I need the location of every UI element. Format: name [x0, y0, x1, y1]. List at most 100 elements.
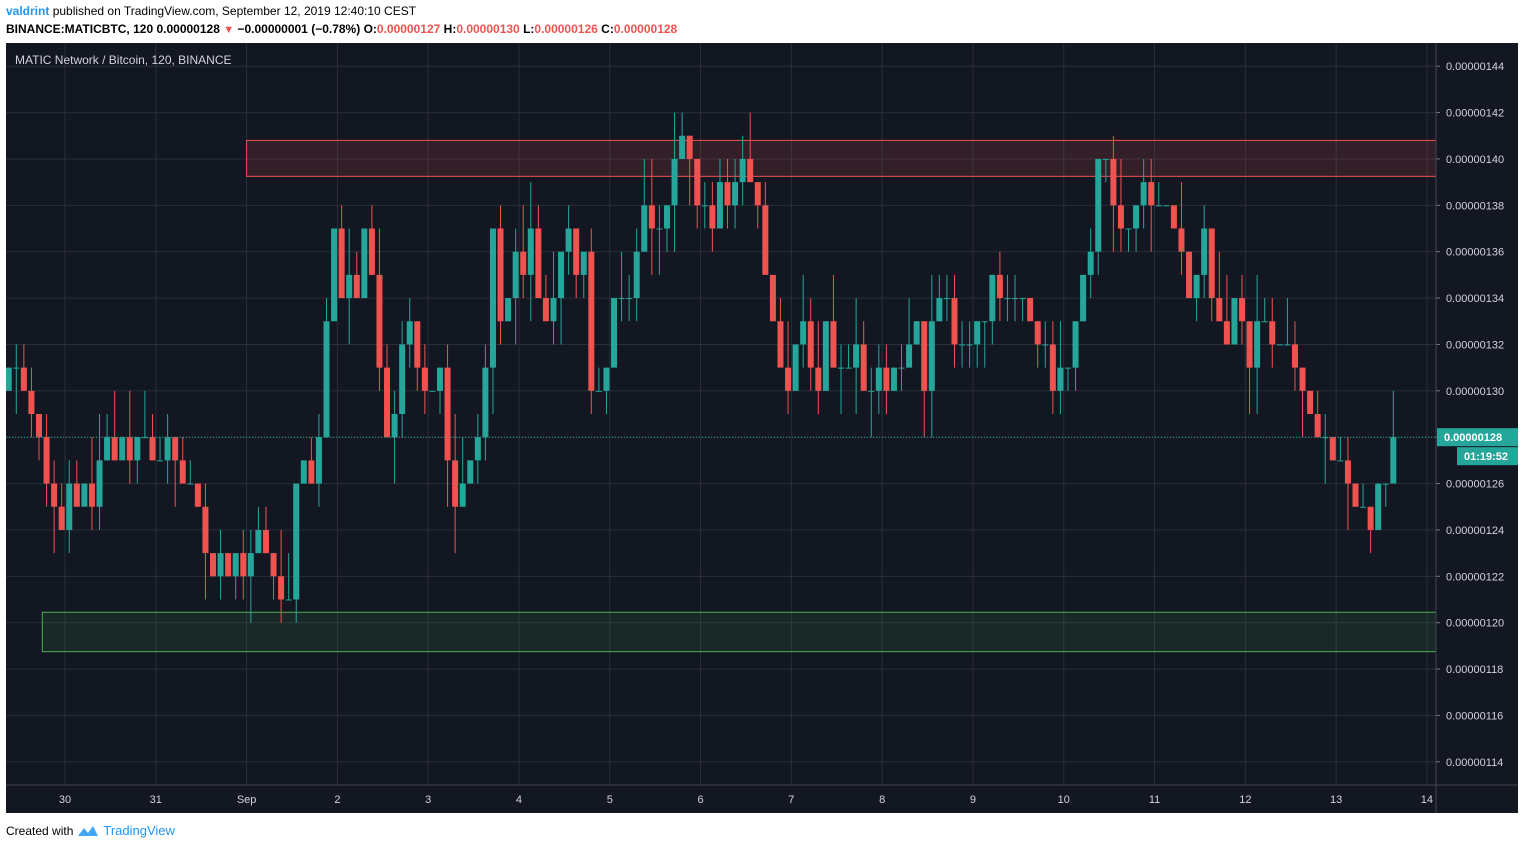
- candle-body: [875, 367, 882, 391]
- y-tick-label: 0.00000144: [1446, 61, 1504, 73]
- candle-body: [232, 553, 239, 577]
- candle-body: [890, 367, 897, 391]
- tradingview-brand[interactable]: TradingView: [103, 823, 175, 838]
- y-tick-label: 0.00000132: [1446, 339, 1504, 351]
- candle-body: [588, 251, 595, 391]
- candle-body: [187, 483, 194, 485]
- candle-body: [368, 228, 375, 275]
- candle-body: [482, 367, 489, 438]
- price-change: −0.00000001 (−0.78%): [237, 22, 361, 36]
- candle-body: [951, 298, 958, 345]
- candle-body: [452, 460, 459, 507]
- candle-body: [724, 182, 731, 206]
- candle-body: [489, 228, 496, 368]
- candle-body: [399, 344, 406, 414]
- candle-body: [527, 228, 534, 275]
- candle-body: [1299, 367, 1306, 391]
- y-tick-label: 0.00000138: [1446, 200, 1504, 212]
- candle-body: [822, 321, 829, 391]
- y-tick-label: 0.00000116: [1446, 710, 1503, 722]
- candle-body: [701, 205, 708, 207]
- candle-body: [921, 321, 928, 391]
- x-tick-label: 13: [1330, 794, 1342, 806]
- high-value: 0.00000130: [456, 22, 520, 36]
- candle-body: [860, 344, 867, 391]
- candle-body: [1307, 390, 1314, 414]
- x-tick-label: 6: [698, 794, 704, 806]
- candle-body: [1254, 321, 1261, 368]
- candle-body: [1223, 321, 1230, 345]
- open-value: 0.00000127: [376, 22, 441, 36]
- publisher-name[interactable]: valdrint: [6, 4, 50, 18]
- candle-body: [104, 437, 111, 461]
- candle-body: [444, 367, 451, 461]
- y-tick-label: 0.00000136: [1446, 247, 1504, 259]
- y-tick-label: 0.00000120: [1446, 618, 1504, 630]
- candle-body: [656, 228, 663, 230]
- candlestick-chart[interactable]: 0.00000144 0.00000142 0.00000140 0.00000138…: [6, 43, 1518, 813]
- current-price-label: 0.00000128: [1444, 432, 1502, 444]
- candle-body: [1186, 251, 1193, 299]
- chart-background: [6, 43, 1518, 813]
- x-tick-label: 8: [879, 794, 885, 806]
- candle-body: [512, 251, 519, 299]
- candle-body: [414, 321, 421, 368]
- open-label: O:: [363, 22, 377, 36]
- candle-body: [1042, 344, 1049, 346]
- candle-body: [928, 321, 935, 391]
- candle-body: [558, 251, 565, 299]
- candle-body: [346, 274, 353, 299]
- candle-body: [815, 367, 822, 391]
- candle-body: [1140, 182, 1147, 206]
- candle-body: [580, 251, 587, 275]
- candle-body: [459, 483, 466, 507]
- close-value: 0.00000128: [613, 22, 678, 36]
- candle-body: [1193, 274, 1200, 299]
- candle-body: [406, 321, 413, 345]
- candle-body: [709, 205, 716, 229]
- candle-body: [936, 298, 943, 322]
- candle-body: [762, 205, 769, 275]
- last-price: 0.00000128: [156, 22, 220, 36]
- candle-body: [641, 205, 648, 252]
- candle-body: [648, 205, 655, 229]
- candle-body: [315, 437, 322, 484]
- candle-body: [611, 298, 618, 368]
- candle-body: [149, 437, 156, 461]
- candle-body: [293, 483, 300, 600]
- candle-body: [421, 367, 428, 391]
- publish-info: valdrint published on TradingView.com, S…: [6, 4, 416, 18]
- candle-body: [338, 228, 345, 299]
- candle-body: [807, 321, 814, 368]
- candle-body: [262, 529, 269, 554]
- candle-body: [1170, 205, 1177, 229]
- grid-lines: [6, 43, 1436, 785]
- candle-body: [1360, 506, 1367, 508]
- candle-body: [959, 344, 966, 346]
- candle-body: [300, 460, 307, 484]
- candle-body: [754, 182, 761, 206]
- candle-body: [1201, 228, 1208, 275]
- candle-body: [467, 460, 474, 484]
- candle-body: [996, 274, 1003, 299]
- candle-body: [1352, 483, 1359, 507]
- y-tick-label: 0.00000140: [1446, 154, 1504, 166]
- candle-body: [88, 483, 95, 507]
- y-tick-label: 0.00000130: [1446, 386, 1504, 398]
- candle-body: [1117, 205, 1124, 229]
- candle-body: [164, 437, 171, 461]
- candle-body: [1231, 298, 1238, 345]
- candle-body: [716, 182, 723, 229]
- candle-body: [565, 228, 572, 252]
- candle-body: [943, 298, 950, 300]
- candle-body: [883, 367, 890, 391]
- candle-body: [1057, 367, 1064, 391]
- candle-body: [247, 553, 254, 577]
- y-tick-label: 0.00000134: [1446, 293, 1504, 305]
- candle-body: [1027, 298, 1034, 322]
- candle-body: [331, 228, 338, 322]
- x-tick-label: 7: [788, 794, 794, 806]
- candle-body: [542, 298, 549, 322]
- candle-body: [1375, 483, 1382, 530]
- x-tick-label: 4: [516, 794, 522, 806]
